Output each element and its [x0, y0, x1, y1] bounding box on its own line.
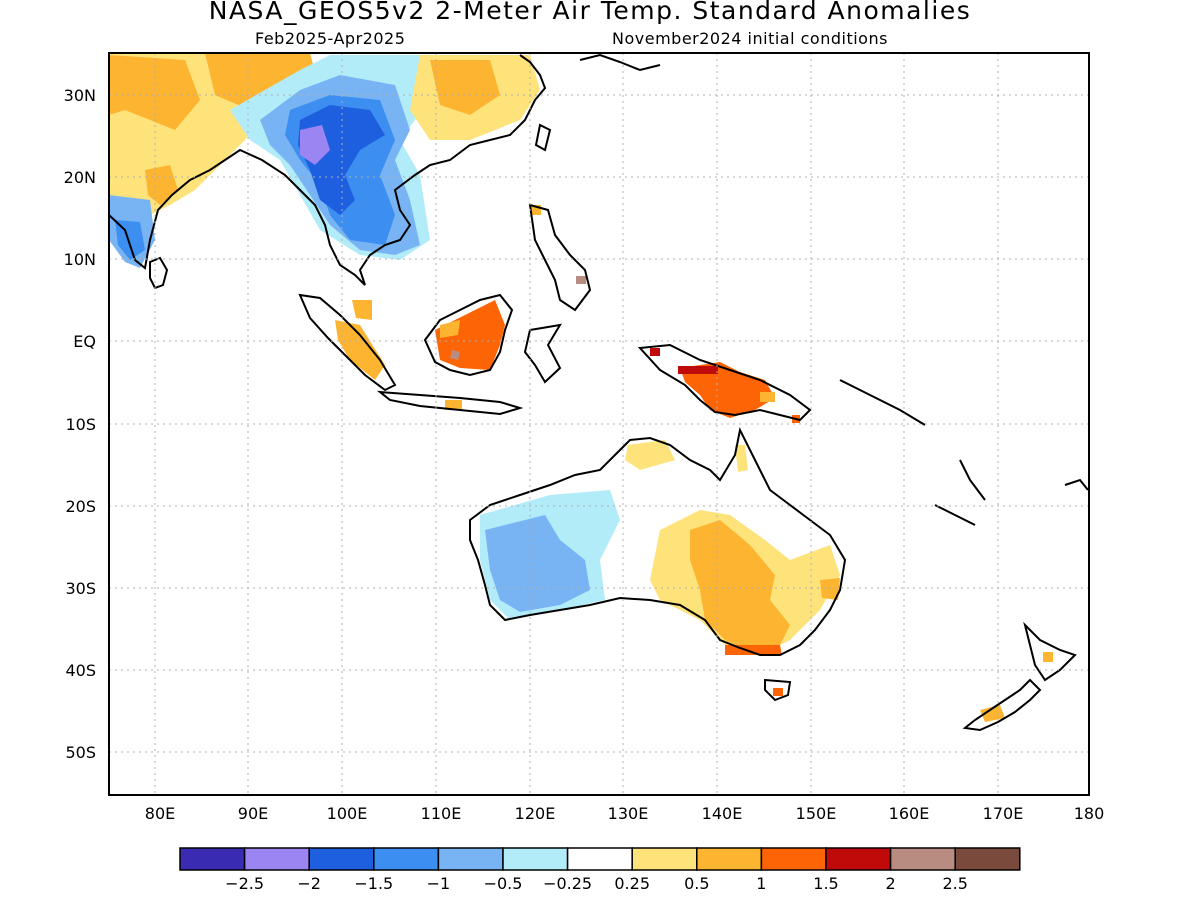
colorbar-tick-label: −1: [427, 874, 451, 893]
colorbar-swatch: [889, 847, 956, 871]
anomaly-tasmania-hot: [773, 688, 783, 696]
lat-tick-label: 20S: [65, 497, 96, 516]
anomaly-new-guinea-spot: [650, 348, 660, 356]
coast-java: [376, 390, 524, 416]
coast-vanuatu: [959, 459, 986, 501]
coast-nz-south: [962, 678, 1042, 732]
lat-tick-label: 30S: [65, 579, 96, 598]
anomaly-malaya-warm: [352, 300, 372, 320]
colorbar-swatch: [179, 847, 246, 871]
colorbar-swatch: [308, 847, 375, 871]
graticule: [109, 53, 1089, 795]
colorbar-tick-label: 1.5: [813, 874, 838, 893]
lat-tick-label: 30N: [64, 86, 96, 105]
map-title: NASA_GEOS5v2 2-Meter Air Temp. Standard …: [208, 0, 972, 25]
lon-tick-label: 170E: [983, 804, 1024, 823]
lat-tick-labels: 30N 20N 10N EQ 10S 20S 30S 40S 50S: [64, 86, 96, 762]
coast-nz-north: [1023, 621, 1077, 682]
colorbar-swatch: [437, 847, 504, 871]
coast-japan-islands: [579, 53, 661, 72]
anomaly-india-warm-core: [109, 55, 200, 130]
forecast-period: Feb2025-Apr2025: [255, 29, 406, 48]
lon-tick-labels: 80E 90E 100E 110E 120E 130E 140E 150E 16…: [145, 804, 1105, 823]
anomaly-fields: [109, 53, 1053, 722]
anomaly-nz-north-warm: [1043, 652, 1053, 662]
anomaly-borneo-edge: [440, 320, 460, 338]
anomaly-new-guinea-hot: [678, 366, 718, 374]
lon-tick-label: 100E: [327, 804, 368, 823]
colorbar-tick-label: −0.25: [543, 874, 592, 893]
colorbar-swatch: [954, 847, 1021, 871]
colorbar-tick-label: −2: [297, 874, 321, 893]
colorbar-swatch: [825, 847, 892, 871]
colorbar-tick-label: 0.5: [684, 874, 709, 893]
lat-tick-label: 10S: [65, 415, 96, 434]
lat-tick-label: 40S: [65, 661, 96, 680]
lat-tick-label: 20N: [64, 168, 96, 187]
coast-new-guinea: [637, 343, 812, 422]
colorbar-tick-label: −2.5: [225, 874, 264, 893]
lon-tick-label: 130E: [608, 804, 649, 823]
colorbar-tick-label: 2: [886, 874, 896, 893]
anomaly-nsw-coast-warm: [820, 578, 840, 600]
lon-tick-label: 150E: [796, 804, 837, 823]
colorbar-swatch: [243, 847, 310, 871]
map-frame: [108, 52, 1090, 796]
colorbar-swatch: [373, 847, 440, 871]
lon-tick-label: 140E: [702, 804, 743, 823]
coast-solomons: [839, 379, 926, 426]
colorbar-tick-label: 2.5: [942, 874, 967, 893]
lat-tick-label: EQ: [73, 332, 96, 351]
lon-tick-label: 120E: [515, 804, 556, 823]
coast-philippines: [528, 203, 592, 312]
anomaly-borneo-spot: [450, 350, 460, 360]
colorbar-tick-label: 0.25: [614, 874, 650, 893]
coast-new-caledonia: [934, 504, 976, 526]
initial-conditions: November2024 initial conditions: [612, 29, 888, 48]
anomaly-nt-warm: [625, 440, 675, 470]
colorbar-tick-label: −0.5: [484, 874, 523, 893]
colorbar-swatch: [631, 847, 698, 871]
anomaly-nz-south-warm: [980, 705, 1005, 722]
lat-tick-label: 50S: [65, 743, 96, 762]
lon-tick-label: 160E: [889, 804, 930, 823]
anomaly-india-cool-core: [115, 220, 145, 260]
anomaly-qld-warm: [735, 445, 748, 472]
colorbar: [179, 847, 1021, 871]
coast-asia-mainland: [109, 54, 547, 286]
anomaly-china-coldest: [300, 125, 330, 165]
coastlines: [109, 53, 1089, 732]
coast-sri-lanka: [149, 256, 169, 290]
anomaly-mindanao-spot: [576, 276, 586, 284]
colorbar-labels: −2.5 −2 −1.5 −1 −0.5 −0.25 0.25 0.5 1 1.5 2 2.5: [225, 874, 968, 893]
lon-tick-label: 110E: [421, 804, 462, 823]
colorbar-tick-label: −1.5: [354, 874, 393, 893]
coast-tasmania: [764, 678, 792, 702]
colorbar-swatch: [760, 847, 827, 871]
coast-sumatra: [298, 293, 397, 392]
anomaly-east-china-warm-core: [430, 60, 500, 115]
coast-borneo: [423, 293, 514, 377]
colorbar-tick-label: 1: [756, 874, 766, 893]
coast-fiji: [1064, 478, 1089, 491]
anomaly-java-warm: [445, 400, 462, 410]
anomaly-se-aus-warm: [690, 520, 790, 652]
anomaly-sumatra-warm: [335, 320, 385, 380]
anomaly-new-guinea-warm: [680, 362, 775, 418]
anomaly-new-guinea-edge: [760, 392, 775, 402]
coast-taiwan: [534, 123, 552, 152]
colorbar-swatch: [696, 847, 763, 871]
anomaly-india-warm-spot: [145, 165, 178, 205]
lon-tick-label: 180: [1074, 804, 1105, 823]
colorbar-swatch: [566, 847, 633, 871]
lat-tick-label: 10N: [64, 250, 96, 269]
lon-tick-label: 90E: [238, 804, 268, 823]
colorbar-swatch: [502, 847, 569, 871]
lon-tick-label: 80E: [145, 804, 175, 823]
coast-australia: [469, 426, 847, 656]
coast-sulawesi: [523, 323, 562, 384]
